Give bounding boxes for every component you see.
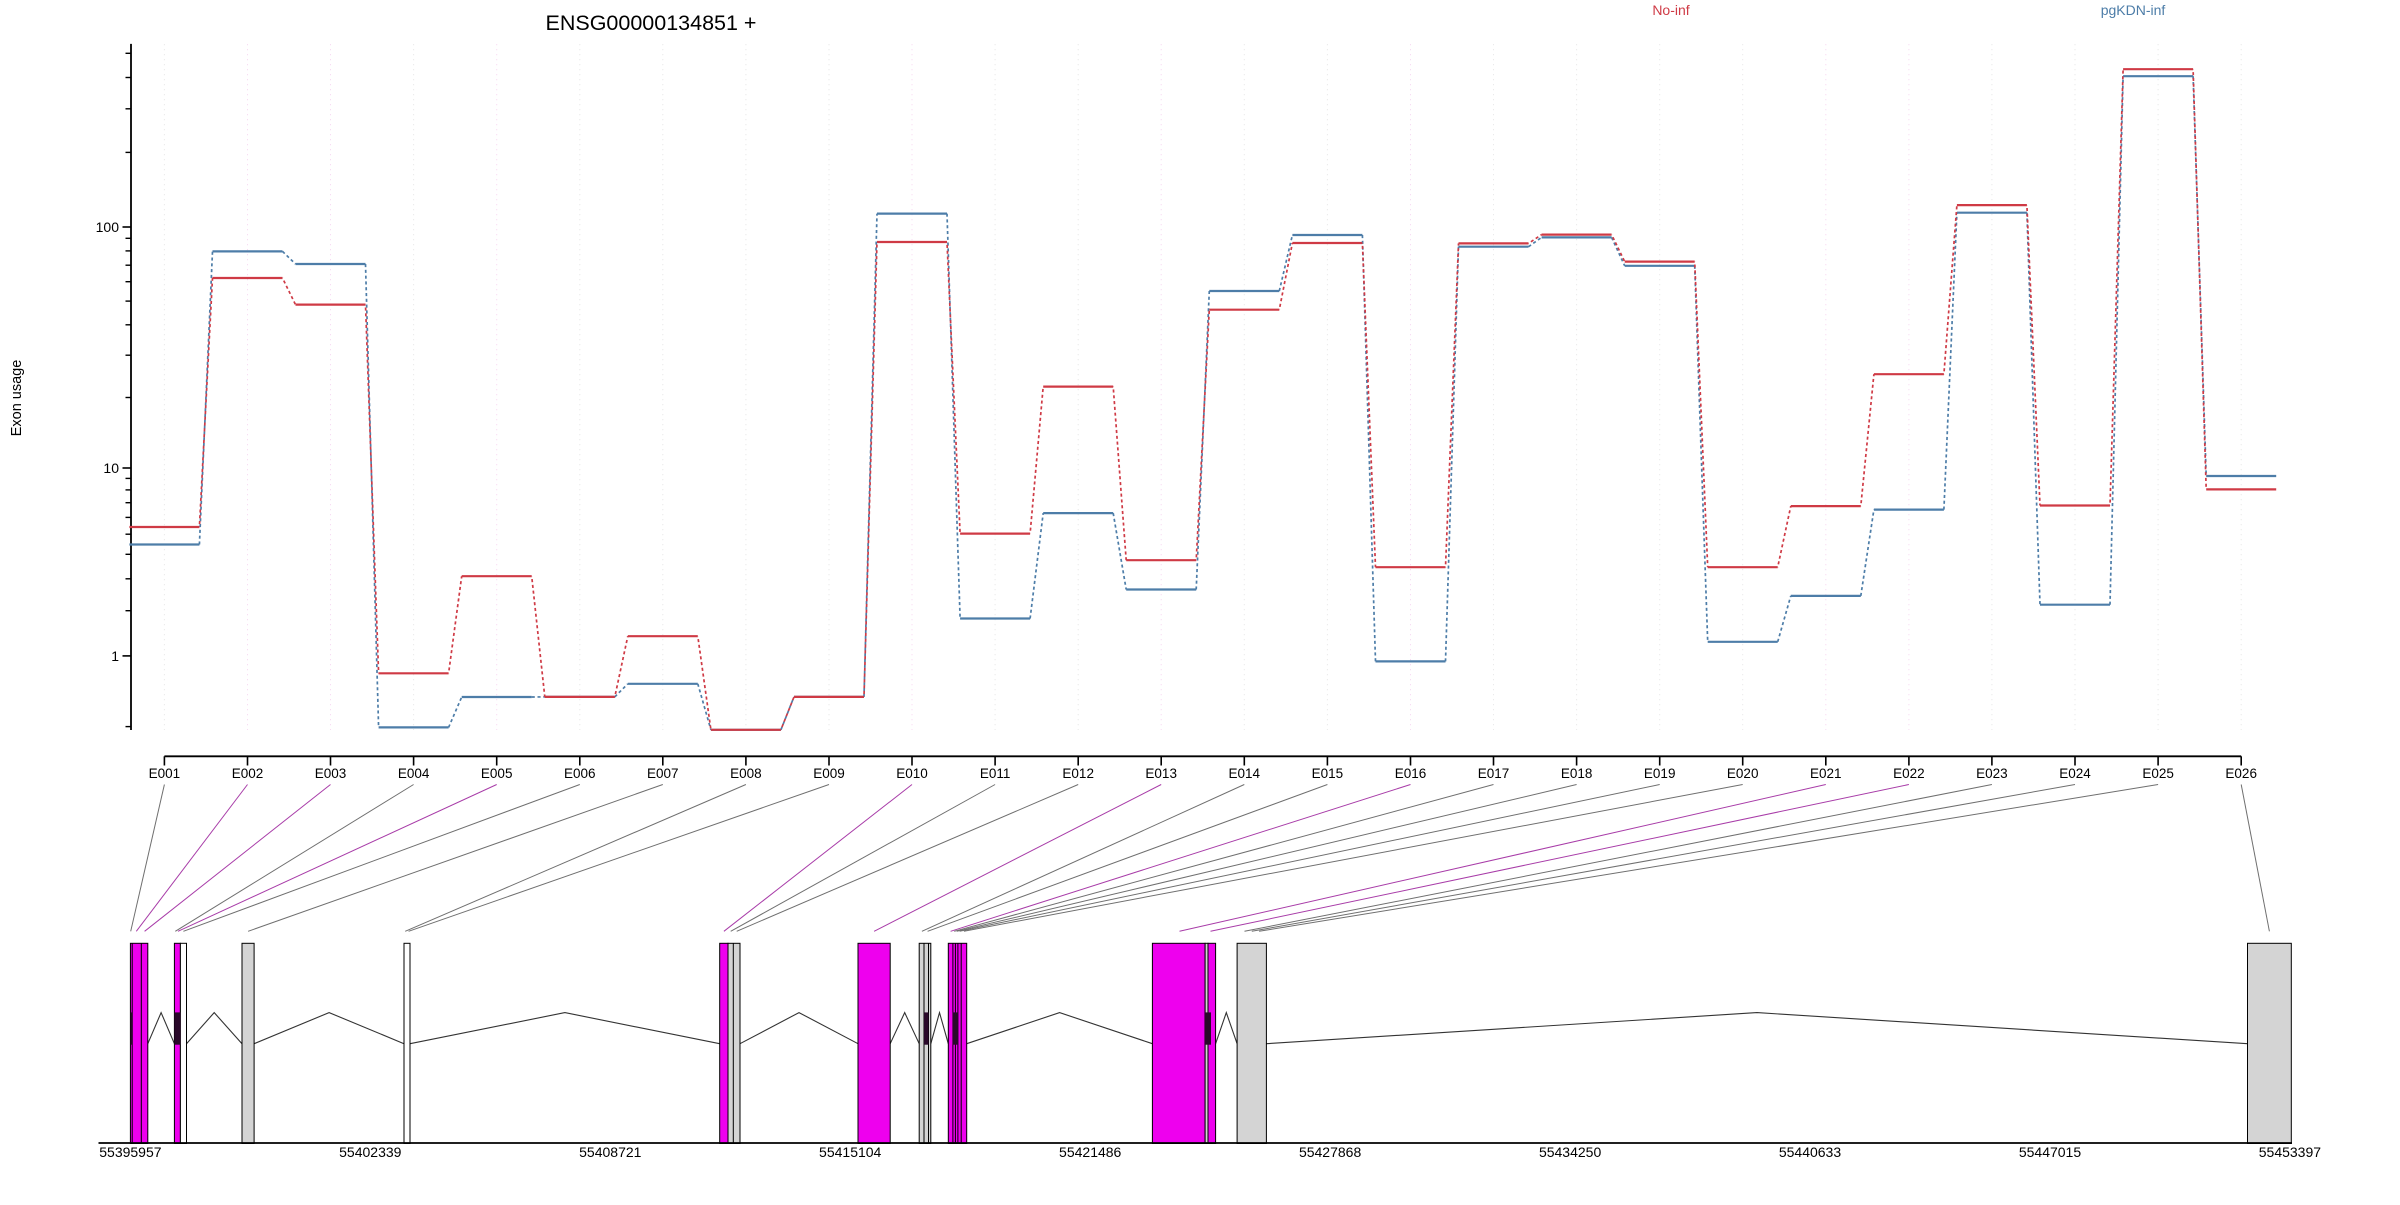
svg-text:E012: E012 <box>1062 766 1094 781</box>
svg-text:55421486: 55421486 <box>1059 1144 1122 1160</box>
svg-text:E009: E009 <box>813 766 845 781</box>
svg-text:55402339: 55402339 <box>339 1144 402 1160</box>
svg-text:55453397: 55453397 <box>2259 1144 2322 1160</box>
svg-text:ENSG00000134851 +: ENSG00000134851 + <box>546 11 757 35</box>
svg-text:E020: E020 <box>1727 766 1759 781</box>
svg-text:E017: E017 <box>1478 766 1510 781</box>
svg-text:E025: E025 <box>2142 766 2174 781</box>
svg-text:55395957: 55395957 <box>99 1144 162 1160</box>
svg-text:10: 10 <box>103 460 119 476</box>
svg-text:E023: E023 <box>1976 766 2008 781</box>
svg-text:E022: E022 <box>1893 766 1925 781</box>
svg-text:E013: E013 <box>1145 766 1177 781</box>
svg-text:E008: E008 <box>730 766 762 781</box>
svg-text:55447015: 55447015 <box>2019 1144 2082 1160</box>
svg-text:E010: E010 <box>896 766 928 781</box>
svg-text:E001: E001 <box>149 766 181 781</box>
svg-text:pgKDN-inf: pgKDN-inf <box>2101 2 2166 18</box>
svg-text:E007: E007 <box>647 766 679 781</box>
svg-text:E006: E006 <box>564 766 596 781</box>
svg-text:E021: E021 <box>1810 766 1842 781</box>
svg-text:55408721: 55408721 <box>579 1144 642 1160</box>
svg-text:No-inf: No-inf <box>1652 2 1689 18</box>
svg-text:Exon usage: Exon usage <box>9 360 25 437</box>
svg-text:55440633: 55440633 <box>1779 1144 1842 1160</box>
svg-text:E014: E014 <box>1229 766 1261 781</box>
svg-text:55434250: 55434250 <box>1539 1144 1602 1160</box>
svg-text:E024: E024 <box>2059 766 2091 781</box>
svg-text:E005: E005 <box>481 766 513 781</box>
svg-text:1: 1 <box>111 648 119 664</box>
svg-text:E026: E026 <box>2225 766 2257 781</box>
svg-text:E015: E015 <box>1312 766 1344 781</box>
svg-text:E016: E016 <box>1395 766 1427 781</box>
svg-text:E002: E002 <box>232 766 264 781</box>
svg-text:E003: E003 <box>315 766 347 781</box>
svg-text:55427868: 55427868 <box>1299 1144 1362 1160</box>
svg-text:E011: E011 <box>980 766 1011 781</box>
svg-text:E004: E004 <box>398 766 430 781</box>
svg-text:E019: E019 <box>1644 766 1676 781</box>
svg-text:E018: E018 <box>1561 766 1593 781</box>
svg-text:55415104: 55415104 <box>819 1144 882 1160</box>
svg-text:100: 100 <box>96 219 120 235</box>
